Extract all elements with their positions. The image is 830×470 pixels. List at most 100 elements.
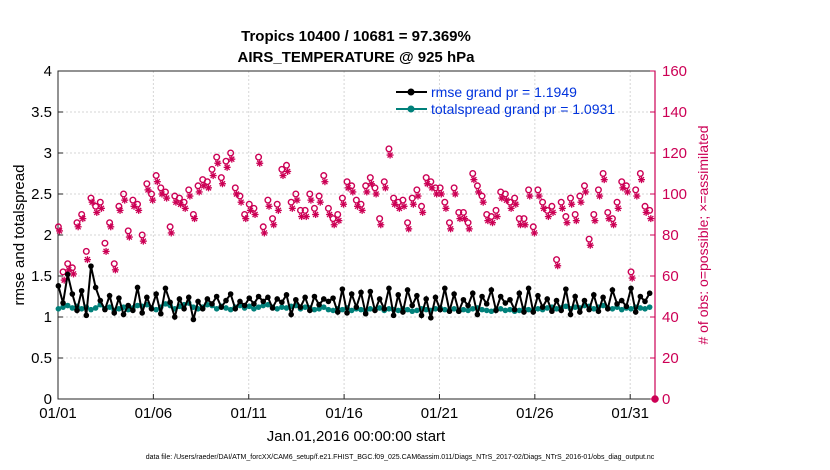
obs-assimilated-point (628, 274, 636, 282)
obs-assimilated-point (209, 172, 217, 180)
obs-possible-point (124, 227, 132, 235)
obs-possible-point (306, 190, 314, 198)
rmse-point (213, 293, 220, 300)
obs-assimilated-point (437, 190, 445, 198)
obs-assimilated-point (218, 180, 226, 188)
totalspread-point (618, 306, 625, 313)
obs-assimilated-point (307, 196, 315, 204)
rmse-point (558, 307, 565, 314)
obs-possible-point (571, 210, 579, 218)
totalspread-point (316, 306, 322, 312)
totalspread-point (469, 306, 476, 312)
obs-assimilated-point (535, 192, 543, 200)
rmse-point (158, 310, 164, 317)
obs-possible-point (422, 174, 430, 182)
rmse-point (334, 309, 341, 315)
obs-assimilated-point (610, 221, 618, 229)
totalspread-point (116, 306, 122, 312)
obs-assimilated-point (586, 241, 594, 249)
obs-assimilated-point (591, 217, 599, 225)
obs-possible-point (236, 192, 244, 200)
totalspread-point (367, 306, 374, 312)
obs-possible-point (408, 194, 416, 202)
rmse-point (428, 315, 434, 321)
x-axis: 01/01 01/06 01/11 01/16 01/21 01/26 01/31 (39, 394, 649, 422)
obs-possible-point (464, 219, 472, 227)
y-tick-label-left: 2.5 (31, 186, 52, 203)
y-tick-label-right: 60 (662, 268, 679, 285)
obs-possible-point (441, 198, 449, 206)
rmse-point (302, 294, 308, 301)
legend-marker-spread (407, 105, 415, 113)
totalspread-point (535, 306, 541, 312)
obs-assimilated-point (423, 180, 431, 188)
rmse-point (595, 308, 602, 315)
rmse-point (232, 306, 239, 312)
rmse-point (97, 297, 104, 304)
totalspread-point (106, 304, 113, 310)
obs-possible-point (166, 223, 174, 231)
rmse-point (395, 292, 402, 298)
rmse-point (432, 294, 439, 301)
obs-possible-point (594, 186, 602, 194)
totalspread-point (507, 306, 513, 313)
totalspread-point (92, 305, 99, 311)
rmse-point (227, 291, 234, 297)
obs-assimilated-point (228, 155, 236, 163)
obs-possible-point (385, 145, 393, 153)
rmse-point (507, 296, 513, 303)
obs-assimilated-point (107, 223, 115, 231)
obs-possible-point (283, 161, 291, 169)
y-axis-label-left: rmse and totalspread (11, 165, 28, 306)
rmse-point (544, 296, 551, 302)
rmse-point (511, 306, 518, 313)
obs-assimilated-point (232, 190, 240, 198)
totalspread-point (69, 305, 76, 311)
obs-assimilated-point (642, 208, 650, 216)
rmse-point (185, 294, 192, 301)
obs-possible-point (543, 206, 551, 214)
rmse-point (553, 297, 560, 304)
rmse-point (116, 295, 122, 301)
obs-possible-point (501, 190, 509, 198)
x-tick-label: 01/21 (421, 405, 459, 422)
rmse-point (353, 304, 360, 310)
rmse-point (423, 296, 429, 302)
obs-assimilated-point (223, 163, 231, 171)
obs-possible-point (399, 196, 407, 204)
totalspread-point (404, 306, 411, 313)
totalspread-point (642, 306, 648, 312)
obs-assimilated-point (284, 167, 292, 175)
obs-possible-point (618, 178, 626, 186)
y-tick-label-left: 3.5 (31, 104, 52, 121)
obs-assimilated-point (274, 206, 282, 214)
obs-possible-point (269, 215, 277, 223)
rmse-point (521, 309, 527, 315)
obs-assimilated-point (614, 204, 622, 212)
rmse-point (358, 289, 364, 296)
rmse-point (539, 304, 546, 310)
obs-possible-point (222, 157, 230, 165)
obs-possible-point (627, 268, 635, 276)
obs-possible-point (82, 247, 90, 255)
obs-assimilated-point (479, 198, 487, 206)
y-tick-label-right: 40 (662, 309, 679, 326)
legend-label-rmse: rmse grand pr = 1.1949 (431, 84, 577, 100)
rmse-point (255, 293, 262, 300)
totalspread-point (646, 304, 653, 310)
rmse-point (632, 309, 639, 315)
rmse-point (442, 285, 448, 292)
chart-subtitle: AIRS_TEMPERATURE @ 925 hPa (238, 49, 476, 66)
obs-assimilated-point (265, 202, 273, 210)
obs-assimilated-point (260, 229, 268, 237)
obs-possible-point (68, 264, 76, 272)
obs-possible-point (320, 172, 328, 180)
y-tick-label-left: 3 (44, 145, 52, 162)
rmse-point (139, 310, 145, 316)
obs-possible-point (343, 178, 351, 186)
obs-possible-point (636, 169, 644, 177)
obs-possible-point (138, 231, 146, 239)
rmse-point (171, 314, 178, 320)
y-axis-label-right: # of obs: o=possible; ×=assimilated (695, 125, 711, 344)
